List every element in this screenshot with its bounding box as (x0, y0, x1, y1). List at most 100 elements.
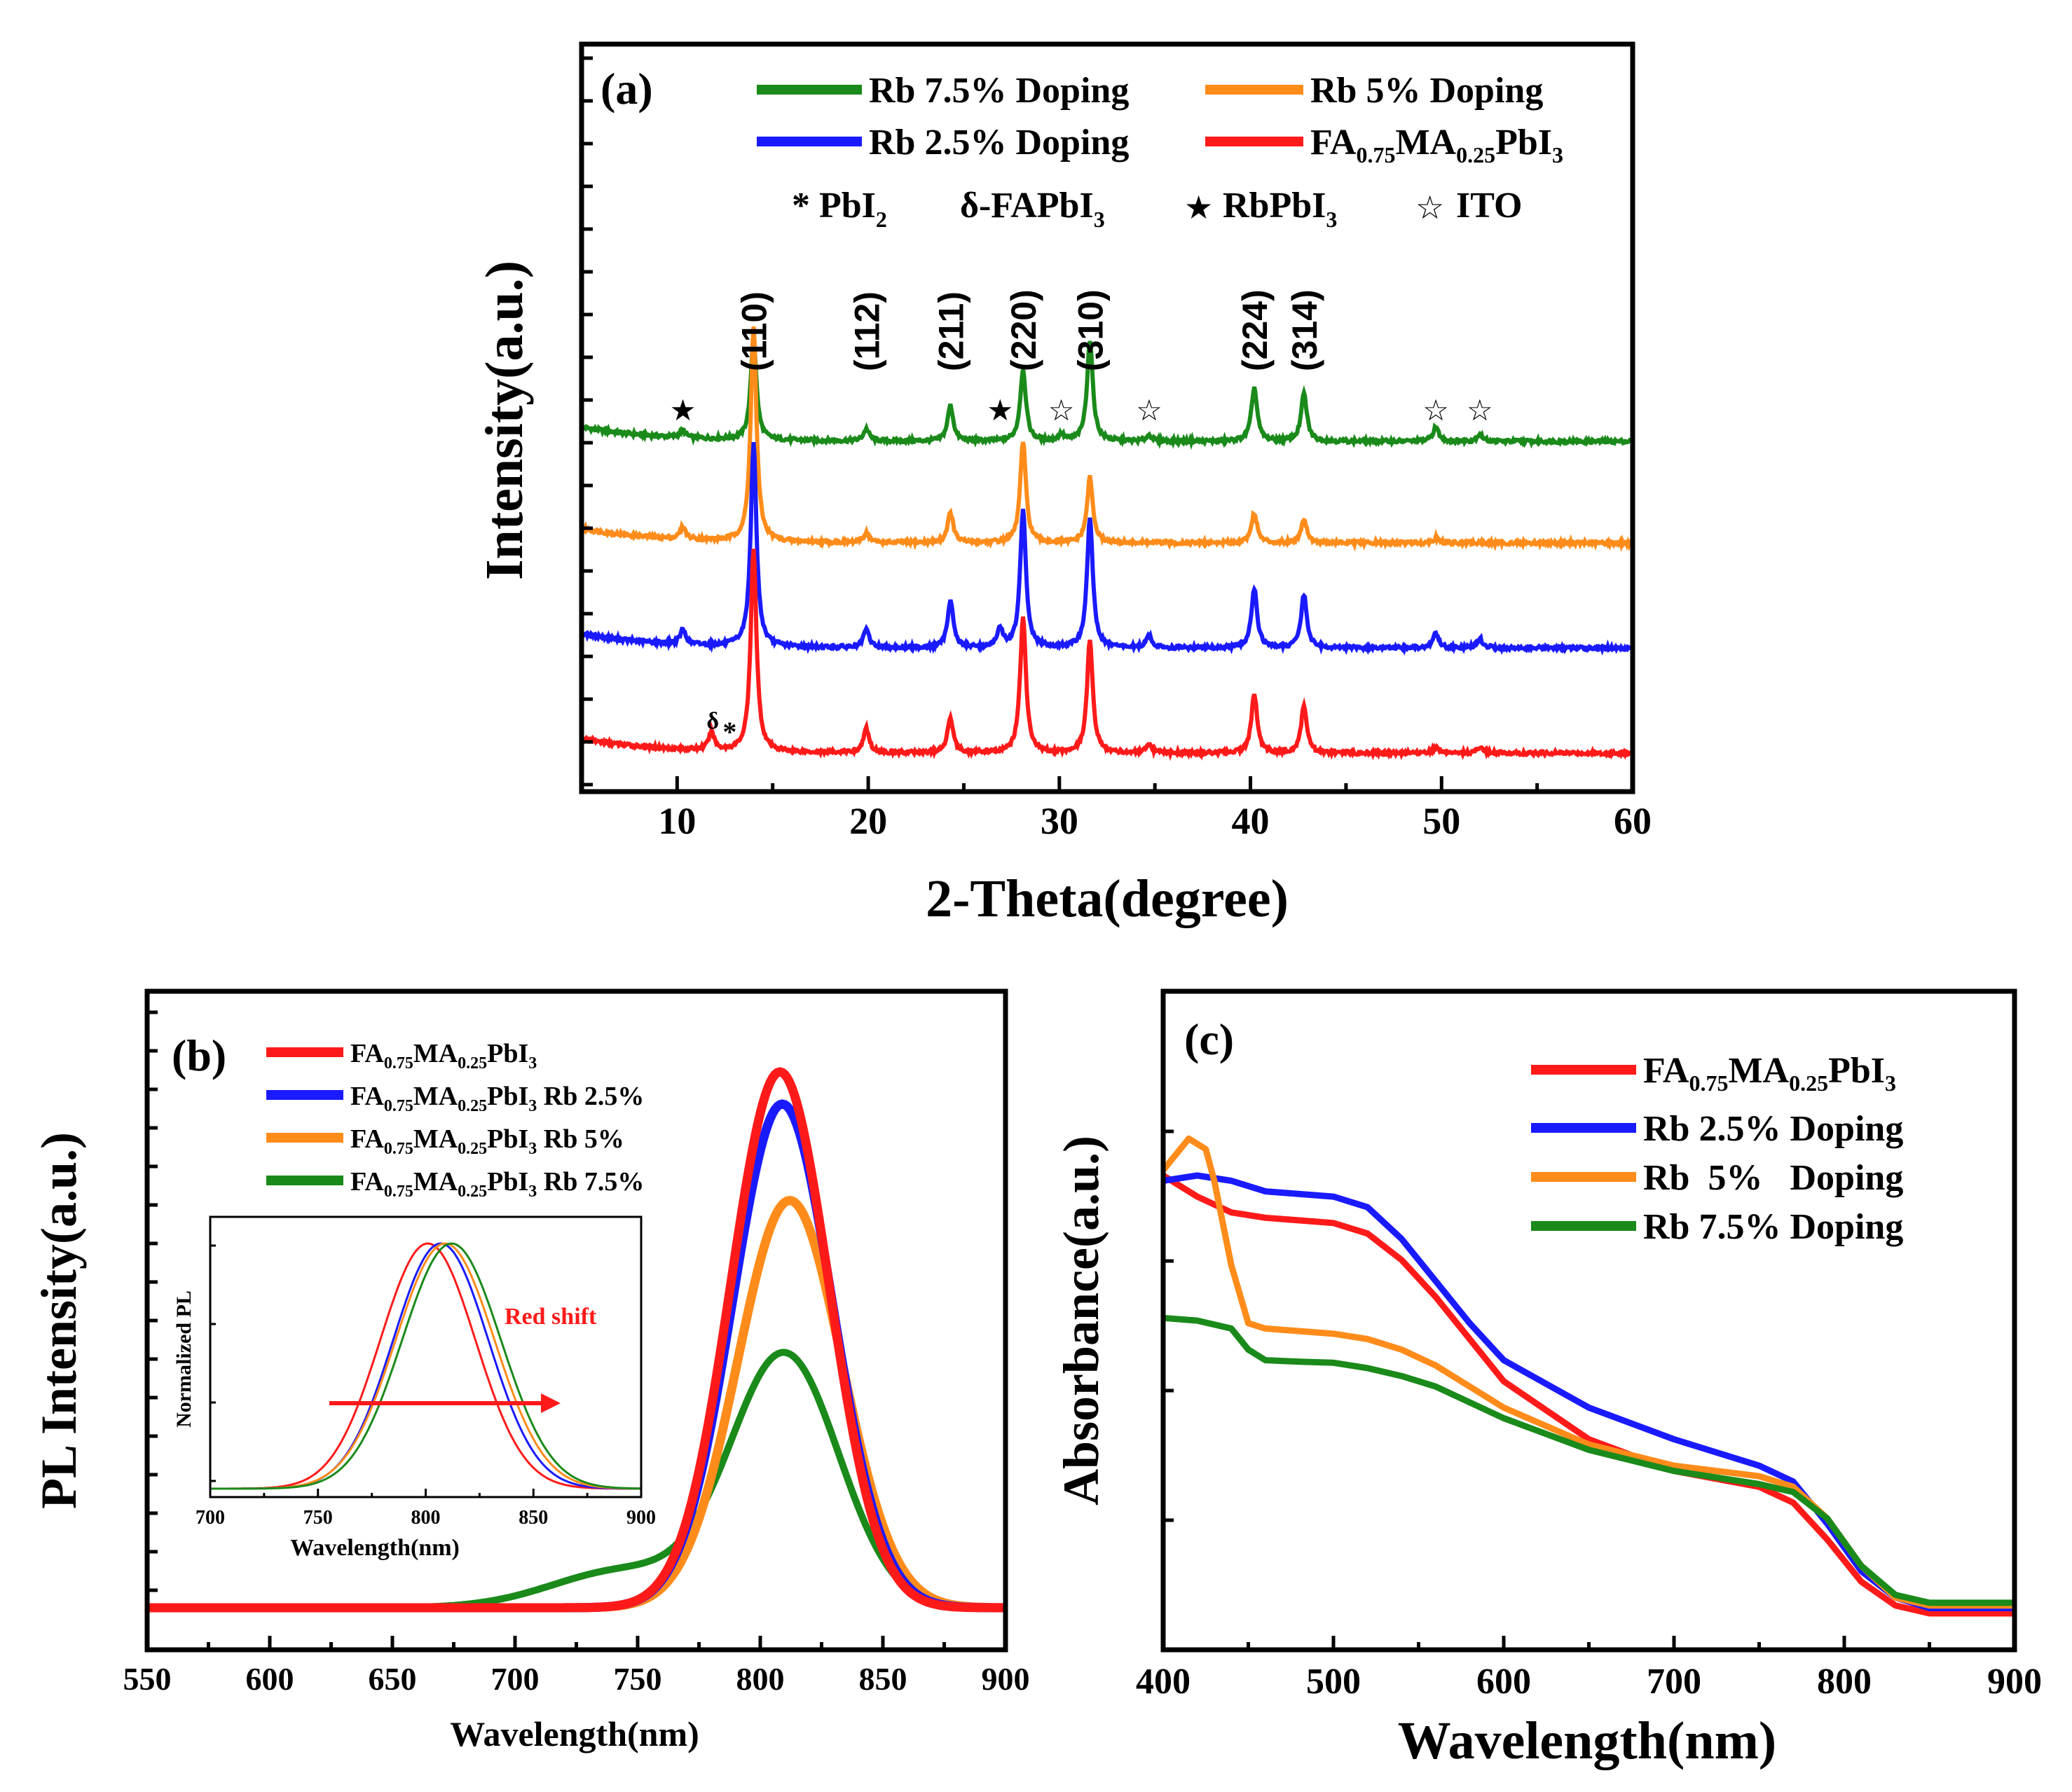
panel-c-xlabel: Wavelength(nm) (1398, 1711, 1776, 1770)
peak-label: (112) (847, 291, 886, 371)
x-tick-label: 900 (1987, 1662, 2042, 1702)
panel-b-label: (b) (172, 1031, 226, 1080)
legend-label: FA0.75MA0.25PbI3 Rb 7.5% (350, 1167, 644, 1201)
inset-xtick-labels: 700 750 800 850 900 (195, 1507, 656, 1529)
red-shift-label: Red shift (505, 1304, 597, 1330)
legend-label: FA0.75MA0.25PbI3 Rb 2.5% (350, 1082, 644, 1115)
panel-a-legend: Rb 7.5% Doping Rb 5% Doping Rb 2.5% Dopi… (757, 71, 1563, 232)
x-tick-label: 850 (519, 1507, 548, 1529)
open-star-icon: ☆ (1467, 394, 1493, 427)
panel-a-annotations: (110) (112) (211) (220) (310) (224) (314) ★ ★ ☆ ☆ ☆… (670, 289, 1493, 747)
x-tick-label: 750 (303, 1507, 333, 1529)
x-tick-label: 20 (849, 800, 887, 842)
filled-star-icon: ★ (670, 394, 697, 427)
phase-legend-rbpbi3: RbPbI3 (1223, 186, 1337, 232)
x-tick-label: 30 (1041, 800, 1078, 842)
phase-legend-pbi2: * PbI2 (792, 186, 887, 232)
filled-star-icon: ★ (1184, 189, 1213, 226)
x-tick-label: 900 (982, 1661, 1030, 1697)
peak-label: (220) (1004, 289, 1043, 371)
x-tick-label: 50 (1422, 800, 1460, 842)
legend-label: FA0.75MA0.25PbI3 (1643, 1051, 1896, 1096)
legend-label: FA0.75MA0.25PbI3 (350, 1039, 537, 1073)
panel-b-inset: 700 750 800 850 900 Normalized PL Wavelength… (172, 1215, 656, 1561)
x-tick-label: 800 (1817, 1662, 1872, 1702)
panel-a-curves (579, 326, 1635, 761)
x-tick-label: 700 (491, 1661, 540, 1697)
x-tick-label: 550 (123, 1661, 172, 1697)
x-tick-label: 900 (626, 1507, 656, 1529)
xrd-curve (581, 326, 1635, 553)
open-star-icon: ☆ (1048, 394, 1075, 427)
x-tick-label: 500 (1306, 1662, 1361, 1702)
phase-legend-dfapbi3: δ-FAPbI3 (960, 186, 1105, 232)
peak-label: (224) (1235, 289, 1275, 371)
filled-star-icon: ★ (987, 394, 1013, 427)
panel-a-xlabel: 2-Theta(degree) (926, 869, 1289, 928)
legend-label: Rb 5% Doping (1310, 71, 1543, 111)
xrd-curve (579, 442, 1635, 656)
x-tick-label: 850 (859, 1661, 907, 1697)
x-tick-label: 400 (1136, 1662, 1191, 1702)
peak-label: (314) (1285, 289, 1324, 371)
panel-a-ylabel: Intensity(a.u.) (475, 261, 534, 580)
peak-label: (110) (735, 291, 774, 371)
x-tick-label: 800 (736, 1661, 785, 1697)
legend-label: Rb 7.5% Doping (869, 71, 1129, 111)
panel-a-label: (a) (601, 64, 653, 113)
legend-label: Rb 2.5% Doping (1643, 1109, 1903, 1149)
panel-b-curves (147, 1067, 1006, 1613)
panel-a: (110) (112) (211) (220) (310) (224) (314) ★ ★ ☆ ☆ ☆… (475, 41, 1652, 928)
panel-a-frame (579, 41, 1635, 794)
panel-a-xtick-labels: 10 20 30 40 50 60 (658, 800, 1652, 842)
x-tick-label: 40 (1232, 800, 1270, 842)
open-star-icon: ☆ (1136, 394, 1162, 427)
inset-background (210, 1217, 641, 1497)
xrd-curve (580, 549, 1635, 761)
panel-c-xtick-labels: 400 500 600 700 800 900 (1136, 1662, 2042, 1702)
pl-curve (147, 1067, 1006, 1613)
legend-label: Rb 7.5% Doping (1643, 1207, 1903, 1247)
panel-c-label: (c) (1184, 1014, 1234, 1064)
x-tick-label: 750 (614, 1661, 662, 1697)
inset-pl-curve (210, 1242, 642, 1490)
delta-fapbi3-marker: δ (706, 708, 719, 734)
panel-a-ticks (579, 56, 1635, 792)
x-tick-label: 700 (1647, 1662, 1701, 1702)
legend-label: Rb 5% Doping (1643, 1158, 1903, 1198)
open-star-icon: ☆ (1415, 189, 1444, 226)
panel-b-legend: FA0.75MA0.25PbI3 FA0.75MA0.25PbI3 Rb 2.5… (266, 1039, 644, 1201)
x-tick-label: 10 (658, 800, 696, 842)
peak-label: (211) (931, 291, 970, 371)
panel-b-ticks (145, 1010, 1008, 1650)
panel-c-curves (1160, 1135, 2015, 1617)
absorbance-curve (1161, 1173, 2015, 1617)
legend-label: Rb 2.5% Doping (869, 123, 1129, 163)
peak-label: (310) (1071, 289, 1111, 371)
absorbance-curve (1162, 1314, 2015, 1606)
panel-c: 400 500 600 700 800 900 (c) FA0.75MA0.25PbI3 … (1053, 988, 2042, 1770)
panel-c-legend: FA0.75MA0.25PbI3 Rb 2.5% Doping Rb 5% Do… (1531, 1051, 1903, 1247)
x-tick-label: 650 (369, 1661, 417, 1697)
x-tick-label: 600 (1476, 1662, 1531, 1702)
panel-b-ylabel: PL Intensity(a.u.) (31, 1132, 87, 1509)
inset-pl-curve (210, 1242, 641, 1490)
panel-b: 550 600 650 700 750 800 850 900 (b) FA0.75MA0.2… (31, 988, 1030, 1753)
pbi2-marker: * (722, 716, 736, 747)
legend-label: FA0.75MA0.25PbI3 Rb 5% (350, 1124, 624, 1158)
x-tick-label: 700 (195, 1507, 225, 1529)
panel-c-ticks (1161, 1129, 2017, 1650)
panel-c-ylabel: Absorbance(a.u.) (1053, 1136, 1109, 1505)
inset-curves (210, 1242, 642, 1490)
x-tick-label: 60 (1614, 800, 1652, 842)
x-tick-label: 800 (411, 1507, 441, 1529)
x-tick-label: 600 (246, 1661, 294, 1697)
panel-b-xlabel: Wavelength(nm) (450, 1714, 699, 1753)
inset-xlabel: Wavelength(nm) (290, 1535, 460, 1561)
panel-b-xtick-labels: 550 600 650 700 750 800 850 900 (123, 1661, 1030, 1697)
open-star-icon: ☆ (1422, 394, 1449, 427)
legend-label: FA0.75MA0.25PbI3 (1310, 123, 1563, 167)
inset-ylabel: Normalized PL (172, 1290, 195, 1428)
phase-legend-ito: ITO (1456, 186, 1522, 226)
